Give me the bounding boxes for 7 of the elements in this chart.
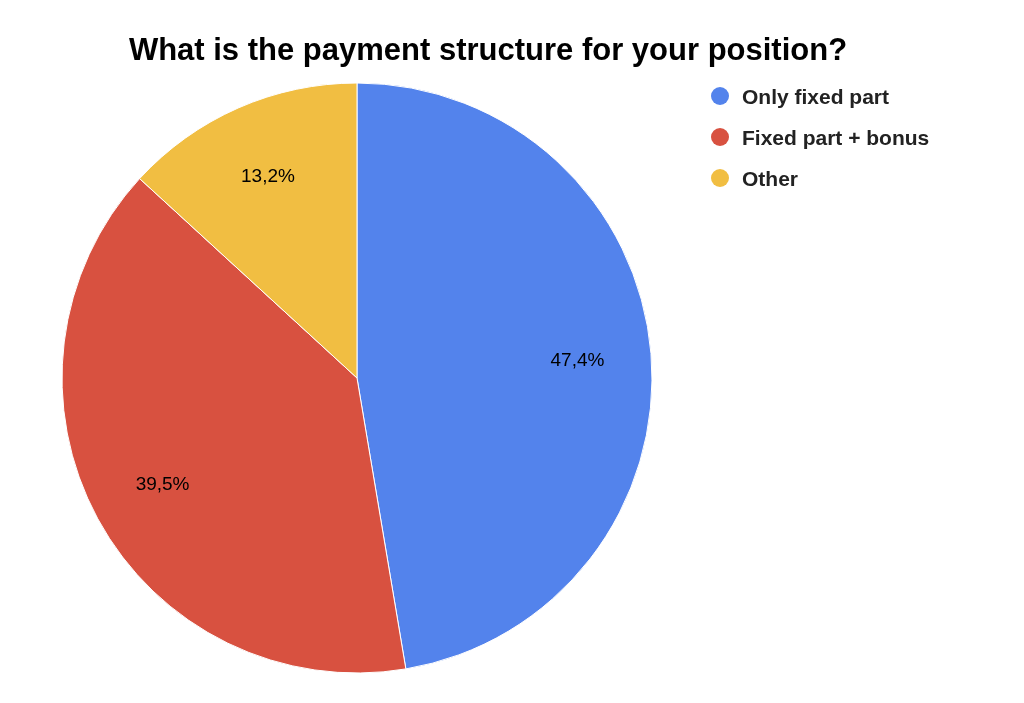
legend-label: Other: [742, 166, 799, 190]
legend-label: Only fixed part: [742, 84, 890, 108]
data-label: 47,4%: [550, 349, 605, 371]
chart-title: What is the payment structure for your position?: [128, 32, 848, 67]
legend-label: Fixed part + bonus: [742, 125, 930, 149]
data-label: 13,2%: [241, 164, 295, 186]
data-label: 39,5%: [135, 473, 190, 495]
